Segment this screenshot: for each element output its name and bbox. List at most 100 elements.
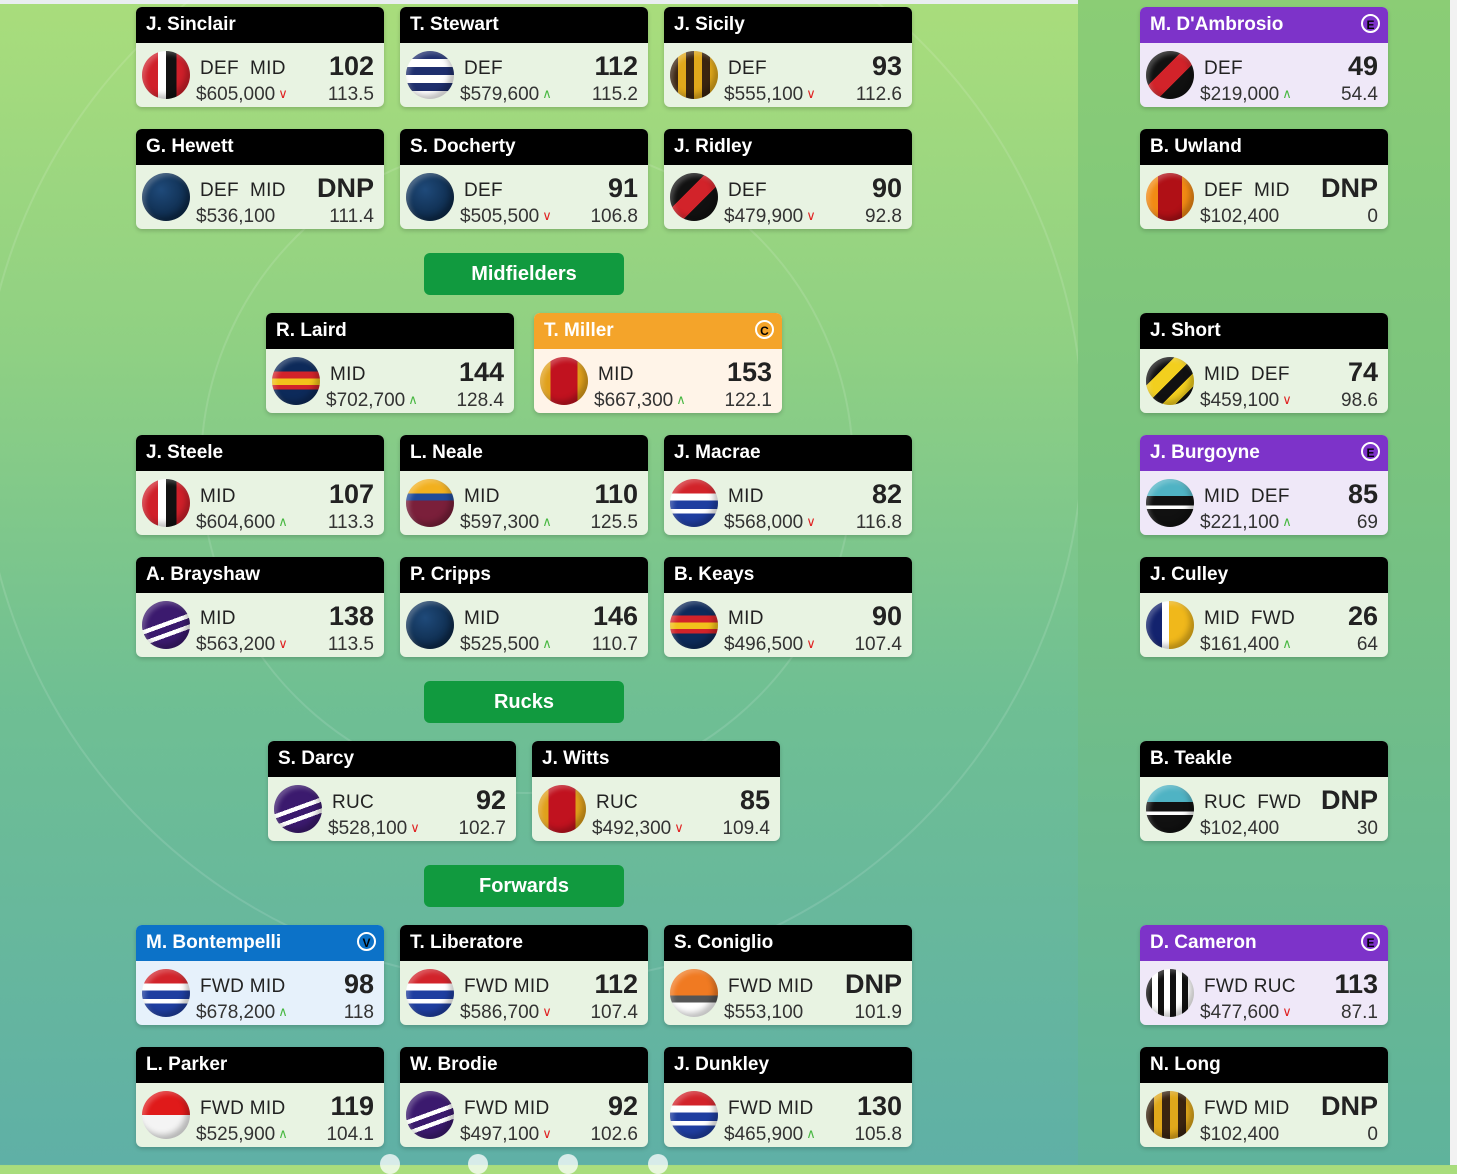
player-card-body: DEF MID $536,100 DNP 111.4 bbox=[136, 165, 384, 229]
player-card[interactable]: J. Sicily DEF $555,100 ∨ 93 112.6 bbox=[664, 7, 912, 107]
section-forwards-button[interactable]: Forwards bbox=[424, 865, 624, 907]
price-down-icon: ∨ bbox=[278, 86, 288, 101]
player-score: 26 bbox=[1347, 601, 1378, 631]
price-down-icon: ∨ bbox=[278, 636, 288, 651]
team-jersey-icon bbox=[1146, 969, 1194, 1017]
price-down-icon: ∨ bbox=[542, 208, 552, 223]
player-position: MID FWD bbox=[1204, 608, 1296, 629]
player-card[interactable]: J. Witts RUC $492,300 ∨ 85 109.4 bbox=[532, 741, 780, 841]
player-price-value: $555,100 bbox=[724, 84, 804, 105]
player-card[interactable]: S. Coniglio FWD MID $553,100 DNP 101.9 bbox=[664, 925, 912, 1025]
player-score: 49 bbox=[1347, 51, 1378, 81]
player-card[interactable]: A. Brayshaw MID $563,200 ∨ 138 113.5 bbox=[136, 557, 384, 657]
section-midfielders-button[interactable]: Midfielders bbox=[424, 253, 624, 295]
player-card[interactable]: J. Macrae MID $568,000 ∨ 82 116.8 bbox=[664, 435, 912, 535]
player-card-body: MID $597,300 ∧ 110 125.5 bbox=[400, 471, 648, 535]
team-jersey-icon bbox=[406, 51, 454, 99]
player-card[interactable]: J. Sinclair DEF MID $605,000 ∨ 102 113.5 bbox=[136, 7, 384, 107]
player-name: G. Hewett bbox=[136, 129, 384, 165]
player-card-body: FWD MID $497,100 ∨ 92 102.6 bbox=[400, 1083, 648, 1147]
player-price: $219,000 ∧ bbox=[1200, 84, 1292, 106]
player-card[interactable]: L. Parker FWD MID $525,900 ∧ 119 104.1 bbox=[136, 1047, 384, 1147]
player-score: 90 bbox=[871, 173, 902, 203]
player-card[interactable]: J. Dunkley FWD MID $465,900 ∧ 130 105.8 bbox=[664, 1047, 912, 1147]
player-price-value: $702,700 bbox=[326, 390, 406, 411]
player-name: T. Stewart bbox=[400, 7, 648, 43]
player-price: $525,500 ∧ bbox=[460, 634, 552, 656]
player-score: 102 bbox=[328, 51, 374, 81]
scrollbar[interactable] bbox=[1450, 0, 1457, 1165]
player-price-value: $477,600 bbox=[1200, 1002, 1280, 1023]
player-price: $497,100 ∨ bbox=[460, 1124, 552, 1146]
player-card[interactable]: W. Brodie FWD MID $497,100 ∨ 92 102.6 bbox=[400, 1047, 648, 1147]
player-average: 125.5 bbox=[590, 512, 638, 533]
player-card[interactable]: J. Ridley DEF $479,900 ∨ 90 92.8 bbox=[664, 129, 912, 229]
player-score: DNP bbox=[1320, 1091, 1378, 1121]
player-average: 113.5 bbox=[327, 634, 374, 655]
player-average: 98.6 bbox=[1341, 390, 1378, 411]
team-jersey-icon bbox=[1146, 601, 1194, 649]
player-name: S. Darcy bbox=[268, 741, 516, 777]
player-average: 116.8 bbox=[855, 512, 902, 533]
player-price: $702,700 ∧ bbox=[326, 390, 418, 412]
player-price: $496,500 ∨ bbox=[724, 634, 816, 656]
player-name: R. Laird bbox=[266, 313, 514, 349]
player-price: $678,200 ∧ bbox=[196, 1002, 288, 1024]
player-price-value: $667,300 bbox=[594, 390, 674, 411]
player-position: MID bbox=[728, 486, 764, 507]
price-down-icon: ∨ bbox=[674, 820, 684, 835]
player-price: $605,000 ∨ bbox=[196, 84, 288, 106]
player-position: FWD MID bbox=[728, 976, 814, 997]
player-name: L. Neale bbox=[400, 435, 648, 471]
player-card[interactable]: P. Cripps MID $525,500 ∧ 146 110.7 bbox=[400, 557, 648, 657]
player-name: P. Cripps bbox=[400, 557, 648, 593]
page-dot[interactable] bbox=[468, 1154, 488, 1174]
player-card[interactable]: L. Neale MID $597,300 ∧ 110 125.5 bbox=[400, 435, 648, 535]
team-jersey-icon bbox=[142, 1091, 190, 1139]
player-card-body: FWD MID $102,400 DNP 0 bbox=[1140, 1083, 1388, 1147]
player-price: $604,600 ∧ bbox=[196, 512, 288, 534]
player-card[interactable]: M. Bontempelli V FWD MID $678,200 ∧ 98 118 bbox=[136, 925, 384, 1025]
player-card[interactable]: S. Darcy RUC $528,100 ∨ 92 102.7 bbox=[268, 741, 516, 841]
page-dot[interactable] bbox=[380, 1154, 400, 1174]
player-price-value: $536,100 bbox=[196, 206, 276, 227]
player-price: $525,900 ∧ bbox=[196, 1124, 288, 1146]
player-card[interactable]: B. Uwland DEF MID $102,400 DNP 0 bbox=[1140, 129, 1388, 229]
player-card-body: FWD MID $586,700 ∨ 112 107.4 bbox=[400, 961, 648, 1025]
player-card[interactable]: D. Cameron E FWD RUC $477,600 ∨ 113 87.1 bbox=[1140, 925, 1388, 1025]
player-card[interactable]: S. Docherty DEF $505,500 ∨ 91 106.8 bbox=[400, 129, 648, 229]
team-jersey-icon bbox=[142, 479, 190, 527]
page-dot[interactable] bbox=[558, 1154, 578, 1174]
player-card[interactable]: T. Stewart DEF $579,600 ∧ 112 115.2 bbox=[400, 7, 648, 107]
player-card[interactable]: T. Miller C MID $667,300 ∧ 153 122.1 bbox=[534, 313, 782, 413]
player-card-body: MID $667,300 ∧ 153 122.1 bbox=[534, 349, 782, 413]
player-score: 92 bbox=[607, 1091, 638, 1121]
player-card[interactable]: N. Long FWD MID $102,400 DNP 0 bbox=[1140, 1047, 1388, 1147]
player-card[interactable]: M. D'Ambrosio E DEF $219,000 ∧ 49 54.4 bbox=[1140, 7, 1388, 107]
player-position: MID DEF bbox=[1204, 364, 1290, 385]
player-position: MID bbox=[728, 608, 764, 629]
price-up-icon: ∧ bbox=[278, 1126, 288, 1141]
player-card[interactable]: G. Hewett DEF MID $536,100 DNP 111.4 bbox=[136, 129, 384, 229]
player-card[interactable]: T. Liberatore FWD MID $586,700 ∨ 112 107.4 bbox=[400, 925, 648, 1025]
player-average: 92.8 bbox=[865, 206, 902, 227]
player-card[interactable]: R. Laird MID $702,700 ∧ 144 128.4 bbox=[266, 313, 514, 413]
player-card[interactable]: B. Keays MID $496,500 ∨ 90 107.4 bbox=[664, 557, 912, 657]
player-card[interactable]: J. Steele MID $604,600 ∧ 107 113.3 bbox=[136, 435, 384, 535]
player-card[interactable]: J. Culley MID FWD $161,400 ∧ 26 64 bbox=[1140, 557, 1388, 657]
player-card[interactable]: J. Burgoyne E MID DEF $221,100 ∧ 85 69 bbox=[1140, 435, 1388, 535]
price-down-icon: ∨ bbox=[806, 208, 816, 223]
player-position: RUC bbox=[332, 792, 375, 813]
player-card[interactable]: B. Teakle RUC FWD $102,400 DNP 30 bbox=[1140, 741, 1388, 841]
player-price: $563,200 ∨ bbox=[196, 634, 288, 656]
team-jersey-icon bbox=[670, 601, 718, 649]
player-card[interactable]: J. Short MID DEF $459,100 ∨ 74 98.6 bbox=[1140, 313, 1388, 413]
page-dot[interactable] bbox=[648, 1154, 668, 1174]
player-price: $667,300 ∧ bbox=[594, 390, 686, 412]
emergency-badge: E bbox=[1361, 442, 1380, 461]
price-up-icon: ∧ bbox=[1282, 636, 1292, 651]
team-jersey-icon bbox=[670, 479, 718, 527]
player-position: DEF bbox=[728, 180, 767, 201]
player-card-body: DEF MID $102,400 DNP 0 bbox=[1140, 165, 1388, 229]
section-rucks-button[interactable]: Rucks bbox=[424, 681, 624, 723]
